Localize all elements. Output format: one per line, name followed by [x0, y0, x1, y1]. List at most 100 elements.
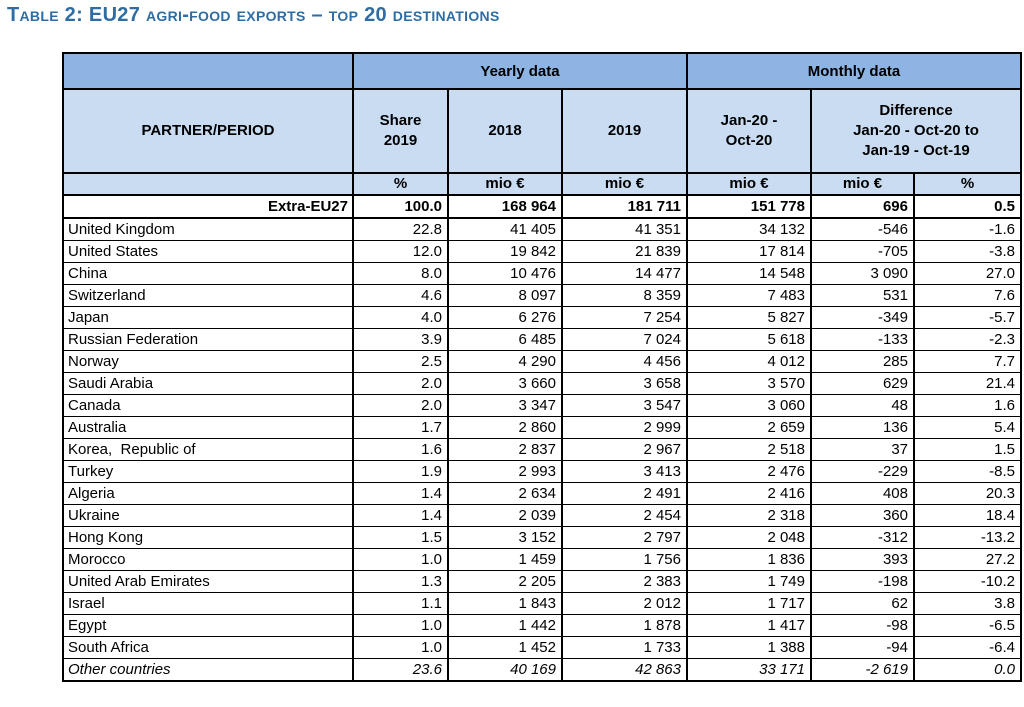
value-cell: 1 442: [447, 614, 563, 637]
yearly-data-group-header: Yearly data: [352, 52, 688, 90]
table-row: Russian Federation 3.9 6 485 7 024 5 618 -133…: [62, 328, 1023, 351]
value-cell: 629: [810, 372, 915, 395]
value-cell: 12.0: [352, 240, 449, 263]
value-cell: 2 993: [447, 460, 563, 483]
corner-cell: [62, 52, 354, 90]
table-row: Hong Kong 1.5 3 152 2 797 2 048 -312 -13.2: [62, 526, 1023, 549]
value-cell: 1.6: [912, 394, 1023, 417]
value-cell: 3 090: [810, 262, 915, 285]
value-cell: 3 060: [686, 394, 812, 417]
value-cell: 1.5: [912, 438, 1023, 461]
value-cell: 27.2: [912, 548, 1023, 571]
value-cell: 5.4: [912, 416, 1023, 439]
value-cell: 151 778: [686, 194, 812, 219]
value-cell: 3 152: [447, 526, 563, 549]
value-cell: 3.9: [352, 328, 449, 351]
value-cell: 1 388: [686, 636, 812, 659]
partner-cell: Switzerland: [62, 284, 354, 307]
partner-cell: Norway: [62, 350, 354, 373]
value-cell: 2 048: [686, 526, 812, 549]
col-header-2018: 2018: [447, 88, 563, 174]
value-cell: 408: [810, 482, 915, 505]
value-cell: 1 836: [686, 548, 812, 571]
value-cell: 6 276: [447, 306, 563, 329]
table-row: Morocco 1.0 1 459 1 756 1 836 393 27.2: [62, 548, 1023, 571]
value-cell: 0.0: [912, 658, 1023, 682]
partner-cell: Russian Federation: [62, 328, 354, 351]
partner-cell: United States: [62, 240, 354, 263]
value-cell: 2 967: [561, 438, 688, 461]
partner-cell: South Africa: [62, 636, 354, 659]
value-cell: 1 878: [561, 614, 688, 637]
partner-cell: United Kingdom: [62, 217, 354, 241]
value-cell: 8 359: [561, 284, 688, 307]
value-cell: 2 039: [447, 504, 563, 527]
value-cell: 1.6: [352, 438, 449, 461]
table-row: United States 12.0 19 842 21 839 17 814 -705-…: [62, 240, 1023, 263]
value-cell: 100.0: [352, 194, 449, 219]
value-cell: 1 459: [447, 548, 563, 571]
value-cell: 7.6: [912, 284, 1023, 307]
value-cell: 19 842: [447, 240, 563, 263]
value-cell: 2 634: [447, 482, 563, 505]
value-cell: -6.5: [912, 614, 1023, 637]
value-cell: -312: [810, 526, 915, 549]
value-cell: 14 477: [561, 262, 688, 285]
value-cell: -8.5: [912, 460, 1023, 483]
value-cell: 7 254: [561, 306, 688, 329]
value-cell: -5.7: [912, 306, 1023, 329]
table-row: Ukraine 1.4 2 039 2 454 2 318 360 18.4: [62, 504, 1023, 527]
exports-table: Yearly data Monthly data PARTNER/PERIOD …: [62, 52, 1023, 682]
value-cell: 1 749: [686, 570, 812, 593]
value-cell: 1 452: [447, 636, 563, 659]
partner-cell: Other countries: [62, 658, 354, 682]
value-cell: 4.6: [352, 284, 449, 307]
value-cell: 5 827: [686, 306, 812, 329]
table-row: Japan 4.0 6 276 7 254 5 827 -349 -5.7: [62, 306, 1023, 329]
value-cell: 2 860: [447, 416, 563, 439]
table-row: Australia 1.7 2 860 2 999 2 659 136 5.4: [62, 416, 1023, 439]
partner-cell: Egypt: [62, 614, 354, 637]
value-cell: 62: [810, 592, 915, 615]
table-row: Korea, Republic of 1.6 2 837 2 967 2 518 37 1.…: [62, 438, 1023, 461]
value-cell: 531: [810, 284, 915, 307]
value-cell: 285: [810, 350, 915, 373]
partner-cell: Morocco: [62, 548, 354, 571]
value-cell: 2 416: [686, 482, 812, 505]
col-header-difference: Difference Jan-20 - Oct-20 to Jan-19 - O…: [809, 88, 1023, 174]
value-cell: -6.4: [912, 636, 1023, 659]
unit-cell-empty: [62, 172, 354, 196]
value-cell: 2 837: [447, 438, 563, 461]
value-cell: -3.8: [912, 240, 1023, 263]
value-cell: 41 405: [447, 217, 563, 241]
table-row: Egypt 1.0 1 442 1 878 1 417 -98 -6.5: [62, 614, 1023, 637]
value-cell: -98: [810, 614, 915, 637]
unit-cell-mio-jan20: mio €: [686, 172, 812, 196]
table-body: Extra-EU27 100.0 168 964 181 711 151 778 696 0…: [62, 194, 1023, 682]
value-cell: 7 024: [561, 328, 688, 351]
value-cell: 1.4: [352, 504, 449, 527]
value-cell: -10.2: [912, 570, 1023, 593]
value-cell: 3 413: [561, 460, 688, 483]
value-cell: 2 518: [686, 438, 812, 461]
value-cell: 2 205: [447, 570, 563, 593]
col-header-2019: 2019: [561, 88, 688, 174]
total-row: Extra-EU27 100.0 168 964 181 711 151 778 696 0…: [62, 194, 1023, 219]
value-cell: 37: [810, 438, 915, 461]
value-cell: 21 839: [561, 240, 688, 263]
value-cell: 7.7: [912, 350, 1023, 373]
value-cell: -133: [810, 328, 915, 351]
partner-cell: Turkey: [62, 460, 354, 483]
value-cell: 4 290: [447, 350, 563, 373]
value-cell: 23.6: [352, 658, 449, 682]
value-cell: 4 012: [686, 350, 812, 373]
value-cell: 48: [810, 394, 915, 417]
value-cell: 41 351: [561, 217, 688, 241]
partner-cell: Japan: [62, 306, 354, 329]
value-cell: 17 814: [686, 240, 812, 263]
partner-cell: Algeria: [62, 482, 354, 505]
value-cell: 22.8: [352, 217, 449, 241]
table-row: Turkey 1.9 2 993 3 413 2 476 -229 -8.5: [62, 460, 1023, 483]
value-cell: -546: [810, 217, 915, 241]
table-row: Norway 2.5 4 290 4 456 4 012 285 7.7: [62, 350, 1023, 373]
